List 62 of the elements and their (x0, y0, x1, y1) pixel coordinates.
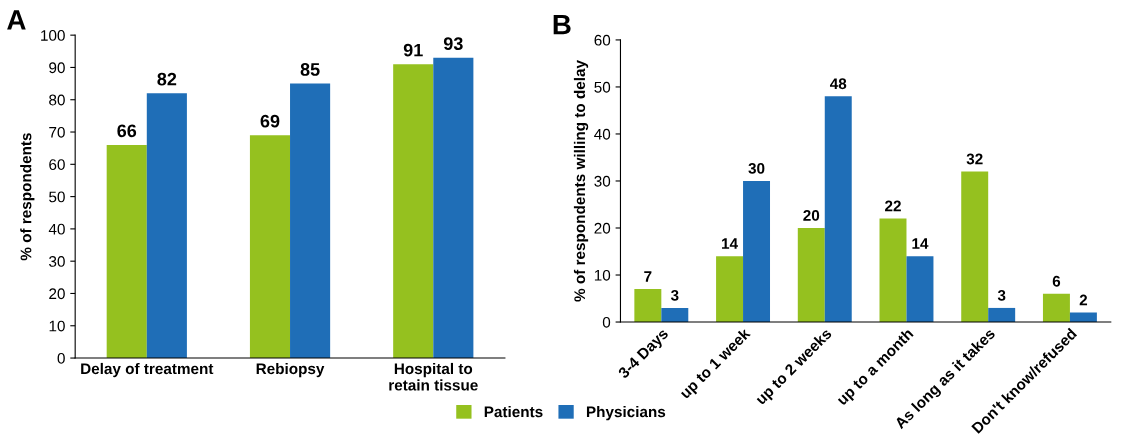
bar (824, 96, 852, 323)
bar (743, 180, 771, 323)
y-tick-label: 40 (48, 223, 65, 235)
y-tick-label: 30 (594, 175, 611, 187)
bar (433, 57, 474, 359)
y-tick-label: 90 (49, 62, 65, 74)
data-label: 14 (912, 238, 929, 249)
data-label: 91 (403, 43, 423, 57)
x-tick-label: Rebiopsy (256, 362, 325, 378)
bar (290, 83, 331, 359)
y-tick-label: 60 (594, 34, 611, 46)
y-tick-label: 0 (602, 316, 611, 328)
y-tick-label: 70 (49, 126, 65, 138)
data-label: 30 (748, 162, 765, 174)
y-tick-label: 50 (49, 191, 65, 203)
y-tick-label: 0 (57, 352, 65, 364)
x-tick-label: Hospital to retain tissue (389, 362, 478, 391)
bar (716, 256, 744, 323)
y-tick-label: 10 (594, 269, 611, 281)
bar (661, 307, 689, 323)
x-tick-label: Delay of treatment (81, 362, 214, 378)
legend-label: Physicians (586, 406, 666, 421)
y-tick-label: 50 (594, 81, 611, 93)
data-label: 32 (966, 153, 983, 165)
bar (146, 93, 187, 359)
bar (393, 64, 434, 359)
data-label: 6 (1052, 275, 1061, 287)
y-axis-title: % of respondents (20, 133, 35, 261)
chart-title: A (7, 10, 26, 30)
legend-label: Patients (484, 406, 543, 418)
data-label: 3 (997, 289, 1006, 301)
data-label: 3 (670, 289, 679, 301)
y-axis-title: % of respondents willing to delay (573, 60, 589, 302)
data-label: 69 (260, 114, 280, 128)
data-label: 82 (157, 72, 177, 86)
y-tick-label: 60 (49, 159, 65, 170)
data-label: 2 (1079, 294, 1088, 306)
y-tick-label: 20 (594, 222, 611, 234)
data-label: 48 (829, 78, 847, 90)
bar (106, 144, 147, 359)
bar (879, 218, 907, 323)
y-tick-label: 30 (49, 256, 65, 267)
y-tick-label: 80 (49, 94, 65, 106)
bar (634, 289, 662, 323)
data-label: 93 (443, 37, 463, 51)
data-label: 7 (644, 271, 652, 282)
chart-title: B (553, 15, 571, 35)
data-label: 14 (722, 238, 738, 249)
data-label: 20 (803, 209, 820, 221)
y-tick-label: 40 (594, 128, 611, 140)
bar (1042, 293, 1070, 323)
y-tick-label: 10 (49, 320, 65, 332)
bar (961, 171, 989, 323)
y-tick-label: 20 (49, 288, 65, 300)
data-label: 85 (300, 63, 320, 76)
bar (249, 135, 291, 359)
bar (906, 256, 934, 323)
bar (797, 227, 825, 323)
data-label: 22 (885, 200, 901, 212)
y-tick-label: 100 (41, 30, 65, 41)
data-label: 66 (117, 124, 137, 138)
bar (988, 307, 1016, 323)
